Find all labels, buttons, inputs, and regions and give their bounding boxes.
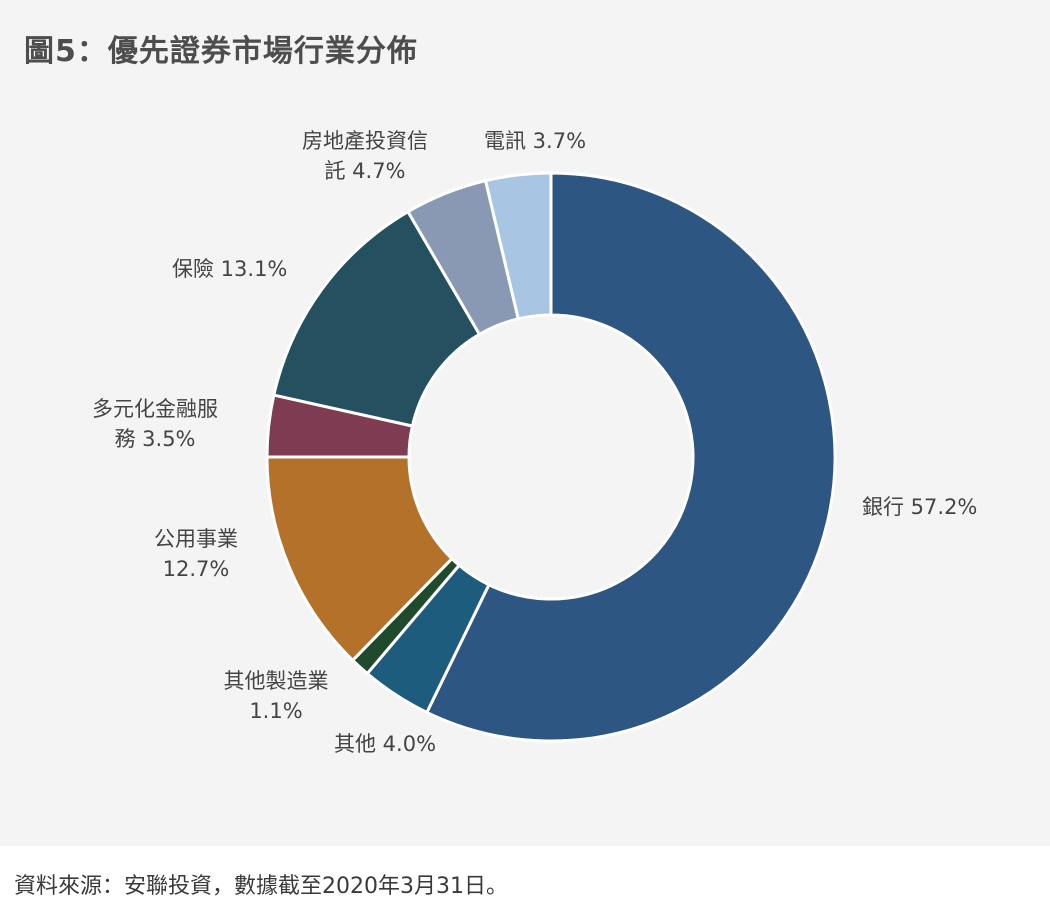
label-utilities-name: 公用事業 — [154, 527, 238, 551]
label-reit: 房地產投資信 託 4.7% — [270, 126, 460, 186]
label-diversified-financials-name: 多元化金融服 — [92, 397, 218, 421]
label-other: 其他 4.0% — [334, 732, 437, 756]
slice-0 — [424, 171, 837, 743]
label-other-manufacturing-name: 其他製造業 — [223, 669, 329, 693]
label-other-manufacturing-value: 1.1% — [249, 699, 303, 723]
donut-chart — [265, 171, 837, 743]
label-reit-value: 託 4.7% — [324, 159, 406, 183]
source-note: 資料來源：安聯投資，數據截至2020年3月31日。 — [14, 874, 508, 899]
label-utilities: 公用事業 12.7% — [126, 524, 266, 584]
chart-title: 圖5：優先證券市場行業分佈 — [24, 34, 418, 69]
label-insurance: 保險 13.1% — [172, 257, 288, 281]
slice-3 — [265, 455, 454, 663]
slice-7 — [483, 171, 553, 321]
label-reit-name: 房地產投資信 — [302, 129, 428, 153]
slice-5 — [272, 209, 482, 428]
label-diversified-financials-value: 務 3.5% — [114, 427, 196, 451]
label-telecom: 電訊 3.7% — [484, 129, 587, 153]
label-diversified-financials: 多元化金融服 務 3.5% — [60, 394, 250, 454]
label-bank: 銀行 57.2% — [862, 495, 978, 519]
label-utilities-value: 12.7% — [162, 557, 230, 581]
label-other-manufacturing: 其他製造業 1.1% — [196, 666, 356, 726]
